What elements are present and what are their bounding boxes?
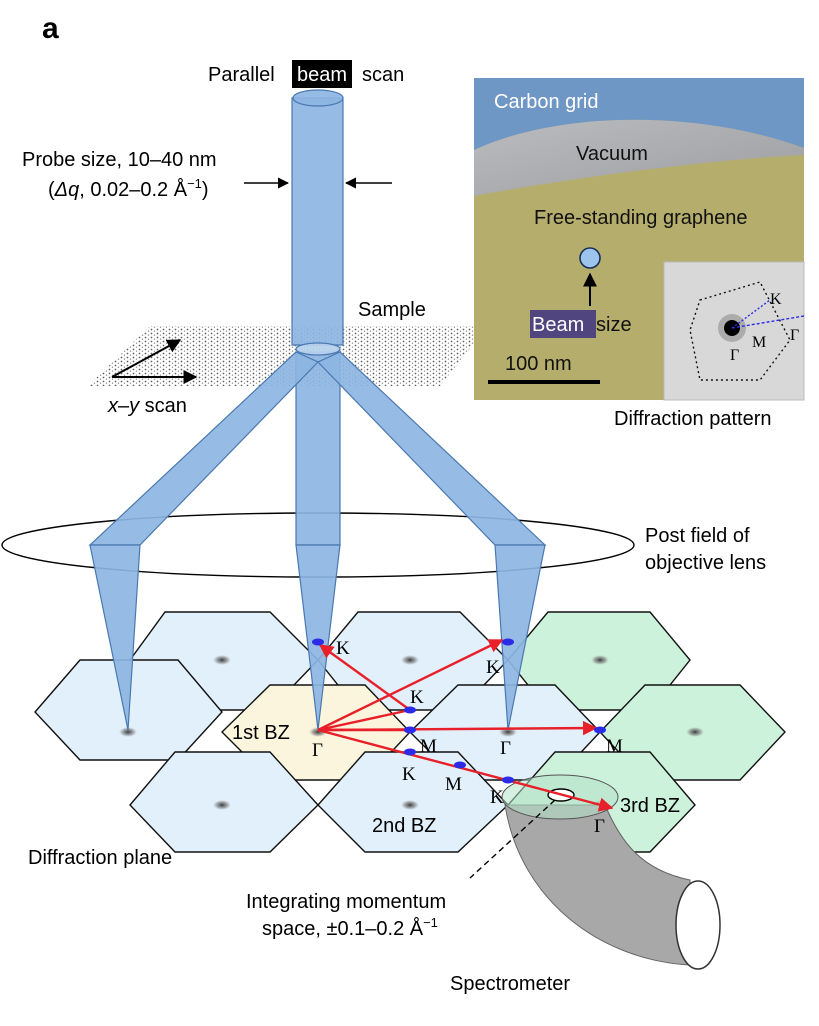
- integrating-label-line1: Integrating momentum: [246, 891, 446, 913]
- inset-carbon-grid-region: [474, 78, 804, 150]
- high-symmetry-points: [312, 638, 606, 784]
- point-label-k: K: [410, 687, 424, 708]
- point-label-k: K: [490, 787, 504, 808]
- lens-label-line2: objective lens: [645, 552, 766, 574]
- beam-scan-label-pre: Parallel: [208, 64, 275, 86]
- point-label-k: K: [336, 638, 350, 659]
- diffraction-gg-line: [731, 315, 805, 329]
- spectrometer-aperture: [675, 880, 721, 970]
- scale-bar: [488, 380, 600, 384]
- panel-letter: a: [42, 12, 59, 45]
- diffraction-spot: [213, 655, 231, 665]
- beam-center-column: [291, 97, 344, 346]
- k-point-dot: [502, 638, 514, 646]
- beam-size-label-highlight: Beam: [532, 314, 584, 336]
- momentum-arrows: [317, 638, 614, 812]
- spectrometer-label: Spectrometer: [450, 973, 570, 995]
- beam-top-cap: [292, 89, 344, 107]
- beam-size-label-rest: size: [596, 314, 632, 336]
- k-point-dot: [502, 776, 514, 784]
- diffraction-spot: [119, 727, 137, 737]
- point-label-m: M: [420, 736, 437, 757]
- beam-scan-label-highlight: beam: [297, 64, 347, 86]
- m-point-dot: [594, 726, 606, 734]
- m-point-dot: [404, 726, 416, 734]
- point-label-gamma: Γ: [312, 740, 323, 761]
- diffraction-spot: [686, 727, 704, 737]
- beam-size-circle: [579, 247, 601, 269]
- diffraction-spot: [591, 655, 609, 665]
- vacuum-label: Vacuum: [576, 143, 648, 165]
- dp-label-gamma: Γ: [730, 347, 739, 364]
- arrow-gamma-to-k-top-left: [318, 644, 411, 711]
- bz2-label: 2nd BZ: [372, 815, 436, 837]
- m-point-dot: [454, 761, 466, 769]
- electron-beams: [88, 89, 547, 731]
- bz3-label: 3rd BZ: [620, 795, 680, 817]
- beam-left-cone: [89, 544, 141, 731]
- beam-sample-cap: [295, 342, 341, 356]
- inset-vacuum-region: [474, 119, 804, 196]
- carbon-grid-label: Carbon grid: [494, 91, 599, 113]
- beam-scan-label-post: scan: [362, 64, 404, 86]
- point-labels: K K K M K M K Γ Γ M Γ: [312, 638, 623, 837]
- dp-label-k: K: [770, 291, 782, 308]
- sample-micrograph-inset: Carbon grid Vacuum Free-standing graphen…: [474, 78, 805, 430]
- point-label-m: M: [445, 774, 462, 795]
- arrow-gamma-to-k-first: [317, 708, 411, 732]
- k-point-dot: [404, 748, 416, 756]
- diffraction-pattern-caption: Diffraction pattern: [614, 408, 772, 430]
- diffraction-spot: [401, 655, 419, 665]
- bz1-label: 1st BZ: [232, 722, 290, 744]
- point-label-k: K: [402, 764, 416, 785]
- beam-center-lower: [295, 351, 341, 546]
- graphene-label: Free-standing graphene: [534, 207, 747, 229]
- dp-label-gamma-right: Γ: [790, 327, 799, 344]
- beam-right-cone: [494, 544, 546, 731]
- xy-scan-label: x–y scan: [107, 395, 187, 417]
- point-label-gamma: Γ: [594, 816, 605, 837]
- beam-size-highlight-box: [530, 310, 596, 338]
- integrating-label-line2: space, ±0.1–0.2 Å−1: [262, 915, 438, 940]
- point-label-gamma: Γ: [500, 738, 511, 759]
- point-label-m: M: [606, 736, 623, 757]
- dp-label-m: M: [752, 334, 766, 351]
- arrow-gamma-to-gamma-third: [317, 728, 614, 812]
- beam-center-cone: [295, 544, 341, 731]
- probe-size-label: Probe size, 10–40 nm: [22, 149, 217, 171]
- probe-q-label: (Δq, 0.02–0.2 Å−1): [48, 176, 209, 201]
- lens-label-line1: Post field of: [645, 525, 750, 547]
- beam-highlight-box: [292, 60, 352, 88]
- arrow-gamma-to-k-top-right: [317, 638, 504, 732]
- diffraction-spot: [401, 800, 419, 810]
- scan-arrow-diagonal: [111, 339, 182, 378]
- sample-label: Sample: [358, 299, 426, 321]
- diffraction-spot: [213, 800, 231, 810]
- k-point-dot: [312, 638, 324, 646]
- diffraction-plane-label: Diffraction plane: [28, 847, 172, 869]
- scale-bar-label: 100 nm: [505, 353, 572, 375]
- point-label-k: K: [486, 657, 500, 678]
- k-point-dot: [404, 706, 416, 714]
- spectrometer-tube: [504, 804, 691, 966]
